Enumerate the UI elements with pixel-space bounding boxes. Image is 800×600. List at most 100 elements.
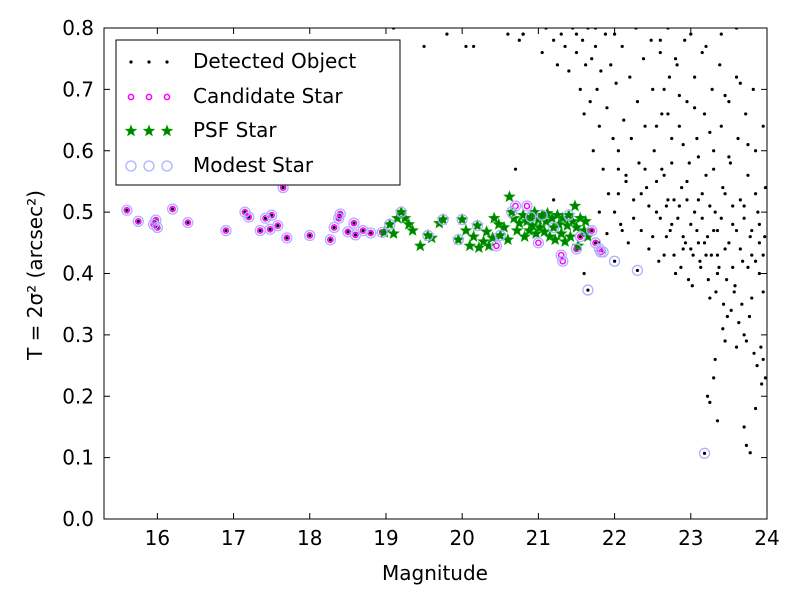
point-detected-object (276, 224, 280, 228)
point-psf-star (529, 227, 543, 239)
point-detected-object (753, 192, 758, 196)
point-detected-object (593, 241, 598, 245)
ticks-layer: 16 17 18 19 20 21 22 23 24 0.0 0.1 0.2 0.3 0.4 0.5 0.6 0… (62, 16, 780, 550)
point-detected-object (753, 149, 758, 153)
point-detected-object (616, 167, 620, 171)
point-detected-object (746, 143, 750, 147)
point-detected-object (670, 222, 674, 226)
point-modest-star (334, 208, 346, 220)
point-modest-star (166, 203, 179, 215)
point-detected-object (710, 87, 714, 91)
y-tick-label: 0.3 (62, 323, 94, 347)
point-psf-star (518, 230, 531, 242)
point-detected-object (677, 124, 681, 128)
point-detected-object (580, 38, 585, 42)
point-detected-object (705, 235, 710, 239)
point-modest-star (151, 221, 163, 234)
point-modest-star (259, 212, 272, 224)
point-detected-object (626, 241, 630, 245)
point-detected-object (667, 75, 672, 79)
point-detected-object (588, 100, 592, 104)
point-detected-object (699, 265, 703, 269)
point-detected-object (422, 44, 426, 49)
point-detected-object (760, 382, 764, 386)
point-detected-object (741, 259, 745, 263)
point-detected-object (719, 216, 723, 220)
point-detected-object (658, 38, 662, 42)
point-detected-object (748, 235, 752, 239)
point-detected-object (611, 136, 615, 141)
point-detected-object (628, 75, 632, 79)
point-psf-star (394, 205, 408, 218)
point-candidate-star (222, 227, 230, 234)
point-detected-object (695, 228, 699, 233)
point-detected-object (574, 50, 579, 55)
point-modest-star (348, 217, 360, 229)
point-detected-object (715, 271, 720, 276)
point-detected-object (641, 57, 646, 61)
point-detected-object (746, 265, 750, 269)
legend-label-detected-object: Detected Object (193, 49, 356, 73)
y-axis-label: T = 2σ² (arcsec²) (23, 190, 47, 361)
point-detected-object (281, 185, 285, 190)
point-modest-star (272, 219, 284, 232)
point-detected-object (637, 161, 641, 165)
point-detected-object (582, 112, 586, 116)
legend-symbols (124, 60, 174, 172)
point-modest-star (586, 224, 598, 237)
point-modest-star (557, 255, 569, 267)
point-detected-object (605, 106, 609, 110)
point-detected-object (723, 247, 727, 251)
point-detected-object (740, 302, 744, 306)
point-detected-object (609, 63, 613, 67)
point-detected-object (738, 198, 742, 202)
point-detected-object (763, 235, 767, 239)
legend-marker-modest-star (161, 160, 173, 172)
point-detected-object (679, 265, 683, 269)
point-candidate-star (326, 236, 334, 244)
point-detected-object (670, 136, 674, 141)
point-candidate-star (169, 205, 176, 213)
point-detected-object (632, 216, 636, 220)
point-detected-object (761, 124, 765, 128)
x-tick-label: 19 (373, 526, 398, 550)
point-modest-star (532, 237, 545, 249)
point-psf-star (482, 239, 496, 252)
legend-box (115, 39, 401, 186)
point-modest-star (456, 213, 468, 226)
point-modest-star (555, 249, 567, 261)
point-detected-object (590, 57, 594, 61)
point-modest-star (328, 221, 340, 234)
point-candidate-star (557, 251, 565, 259)
point-candidate-star (184, 219, 192, 226)
point-detected-object (717, 265, 721, 269)
point-detected-object (612, 259, 617, 263)
point-detected-object (268, 227, 272, 231)
point-detected-object (752, 351, 756, 355)
point-detected-object (709, 253, 713, 257)
point-detected-object (328, 238, 332, 242)
point-candidate-star (344, 228, 352, 236)
point-detected-object (521, 32, 525, 36)
point-candidate-star (256, 227, 264, 234)
point-modest-star (220, 224, 232, 237)
x-tick-label: 21 (526, 526, 551, 550)
point-detected-object (578, 87, 582, 91)
point-psf-star (574, 211, 587, 224)
point-detected-object (224, 228, 228, 233)
point-psf-star (551, 208, 564, 221)
point-detected-object (725, 314, 729, 319)
point-detected-object (624, 179, 628, 184)
point-detected-object (738, 81, 742, 85)
point-detected-object (689, 222, 693, 226)
point-detected-object (693, 75, 697, 79)
point-detected-object (685, 179, 689, 184)
point-detected-object (125, 208, 129, 212)
legend-label-modest-star: Modest Star (193, 153, 314, 177)
point-modest-star (570, 243, 583, 255)
point-candidate-star (523, 202, 531, 210)
legend-label-psf-star: PSF Star (193, 118, 277, 142)
point-detected-object (593, 44, 598, 49)
point-modest-star (384, 218, 396, 231)
point-detected-object (629, 136, 633, 141)
